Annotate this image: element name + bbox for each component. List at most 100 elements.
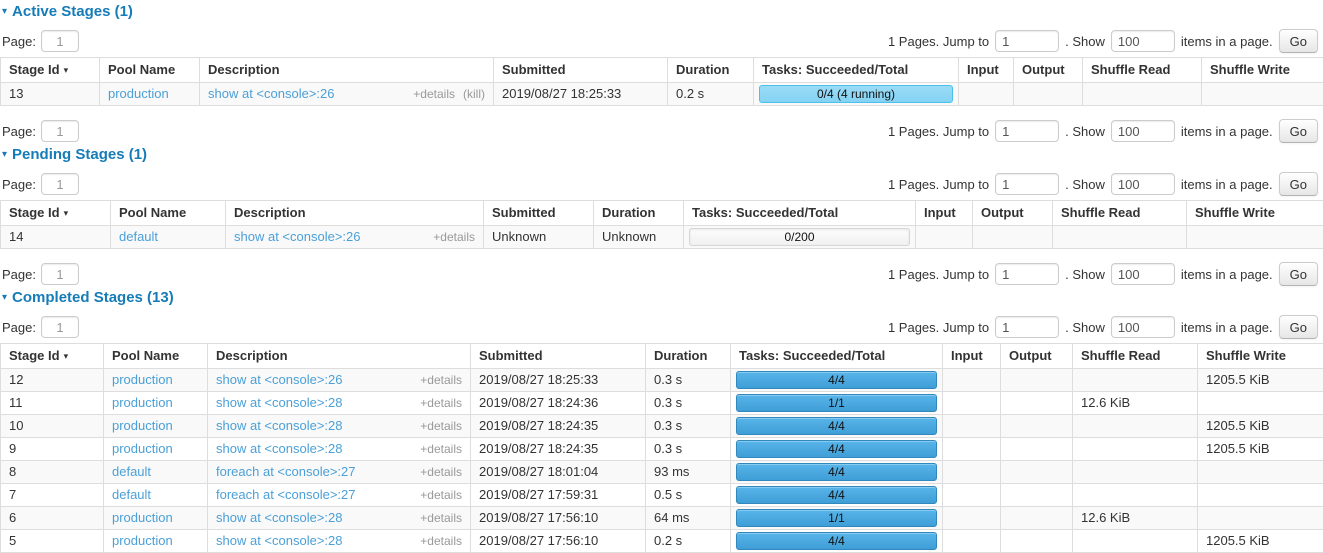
show-count-input[interactable] [1111,120,1175,142]
cell-pool-name: production [104,415,208,438]
details-toggle[interactable]: +details [420,395,462,411]
show-count-input[interactable] [1111,173,1175,195]
details-toggle[interactable]: +details [420,441,462,457]
col-header-output[interactable]: Output [1014,58,1083,83]
pool-name-link[interactable]: production [112,510,173,525]
jump-to-page-input[interactable] [995,263,1059,285]
col-header-submitted[interactable]: Submitted [471,344,646,369]
details-toggle[interactable]: +details [420,533,462,549]
details-toggle[interactable]: +details [433,229,475,245]
description-link[interactable]: show at <console>:26 [216,372,342,388]
col-header-duration[interactable]: Duration [668,58,754,83]
col-header-shuffle-read[interactable]: Shuffle Read [1053,201,1187,226]
completed-stages-heading[interactable]: ▾Completed Stages (13) [2,290,1323,305]
col-header-stage-id[interactable]: Stage Id▾ [1,201,111,226]
cell-description: foreach at <console>:27 +details [208,484,471,507]
col-header-output[interactable]: Output [973,201,1053,226]
col-header-stage-id[interactable]: Stage Id▾ [1,344,104,369]
details-toggle[interactable]: +details [420,487,462,503]
pool-name-link[interactable]: production [112,372,173,387]
col-header-duration[interactable]: Duration [646,344,731,369]
description-link[interactable]: foreach at <console>:27 [216,464,356,480]
show-count-input[interactable] [1111,30,1175,52]
col-header-tasks[interactable]: Tasks: Succeeded/Total [754,58,959,83]
col-header-description[interactable]: Description [208,344,471,369]
col-header-description[interactable]: Description [226,201,484,226]
col-header-shuffle-write[interactable]: Shuffle Write [1187,201,1323,226]
pool-name-link[interactable]: default [119,229,158,244]
details-toggle[interactable]: +details [420,418,462,434]
pool-name-link[interactable]: default [112,487,151,502]
pool-name-link[interactable]: production [108,86,169,101]
page-number-input[interactable] [41,120,79,142]
col-header-input[interactable]: Input [943,344,1001,369]
description-link[interactable]: show at <console>:28 [216,533,342,549]
pool-name-link[interactable]: production [112,395,173,410]
cell-duration: 0.5 s [646,484,731,507]
go-button[interactable]: Go [1279,29,1318,53]
go-button[interactable]: Go [1279,262,1318,286]
description-link[interactable]: show at <console>:28 [216,510,342,526]
col-header-tasks[interactable]: Tasks: Succeeded/Total [731,344,943,369]
page-number-input[interactable] [41,173,79,195]
description-link[interactable]: show at <console>:28 [216,441,342,457]
go-button[interactable]: Go [1279,172,1318,196]
col-header-duration[interactable]: Duration [594,201,684,226]
cell-pool-name: production [100,83,200,106]
page-number-input[interactable] [41,263,79,285]
col-header-pool-name[interactable]: Pool Name [104,344,208,369]
active-stages-heading[interactable]: ▾Active Stages (1) [2,4,1323,19]
col-header-shuffle-read[interactable]: Shuffle Read [1073,344,1198,369]
jump-to-page-input[interactable] [995,120,1059,142]
pool-name-link[interactable]: default [112,464,151,479]
cell-pool-name: production [104,438,208,461]
description-link[interactable]: show at <console>:26 [234,229,360,245]
description-link[interactable]: foreach at <console>:27 [216,487,356,503]
page-number-input[interactable] [41,30,79,52]
details-toggle[interactable]: +details [420,372,462,388]
pool-name-link[interactable]: production [112,533,173,548]
show-count-input[interactable] [1111,316,1175,338]
pool-name-link[interactable]: production [112,418,173,433]
col-header-shuffle-read[interactable]: Shuffle Read [1083,58,1202,83]
col-header-output[interactable]: Output [1001,344,1073,369]
col-header-pool-name[interactable]: Pool Name [100,58,200,83]
go-button[interactable]: Go [1279,315,1318,339]
col-header-pool-name[interactable]: Pool Name [111,201,226,226]
pages-count-text: 1 Pages. Jump to [888,267,989,282]
jump-to-page-input[interactable] [995,30,1059,52]
col-header-stage-id[interactable]: Stage Id▾ [1,58,100,83]
jump-to-page-input[interactable] [995,173,1059,195]
cell-shuffle-write [1198,507,1323,530]
col-header-submitted[interactable]: Submitted [484,201,594,226]
col-header-description[interactable]: Description [200,58,494,83]
col-header-shuffle-write[interactable]: Shuffle Write [1202,58,1323,83]
col-header-input[interactable]: Input [916,201,973,226]
details-toggle[interactable]: +details [413,86,455,102]
pool-name-link[interactable]: production [112,441,173,456]
cell-pool-name: default [104,484,208,507]
details-toggle[interactable]: +details [420,464,462,480]
cell-input [943,369,1001,392]
col-header-tasks[interactable]: Tasks: Succeeded/Total [684,201,916,226]
cell-tasks: 4/4 [731,369,943,392]
go-button[interactable]: Go [1279,119,1318,143]
col-header-shuffle-write[interactable]: Shuffle Write [1198,344,1323,369]
jump-to-page-input[interactable] [995,316,1059,338]
description-link[interactable]: show at <console>:28 [216,395,342,411]
description-link[interactable]: show at <console>:26 [208,86,334,102]
page-number-input[interactable] [41,316,79,338]
details-toggle[interactable]: +details [420,510,462,526]
description-link[interactable]: show at <console>:28 [216,418,342,434]
pending-stages-heading[interactable]: ▾Pending Stages (1) [2,147,1323,162]
show-label: . Show [1065,267,1105,282]
cell-duration: 64 ms [646,507,731,530]
col-header-input[interactable]: Input [959,58,1014,83]
cell-shuffle-read [1073,415,1198,438]
col-header-submitted[interactable]: Submitted [494,58,668,83]
show-count-input[interactable] [1111,263,1175,285]
kill-link[interactable]: (kill) [463,86,485,102]
cell-shuffle-read [1073,438,1198,461]
cell-shuffle-read [1073,484,1198,507]
